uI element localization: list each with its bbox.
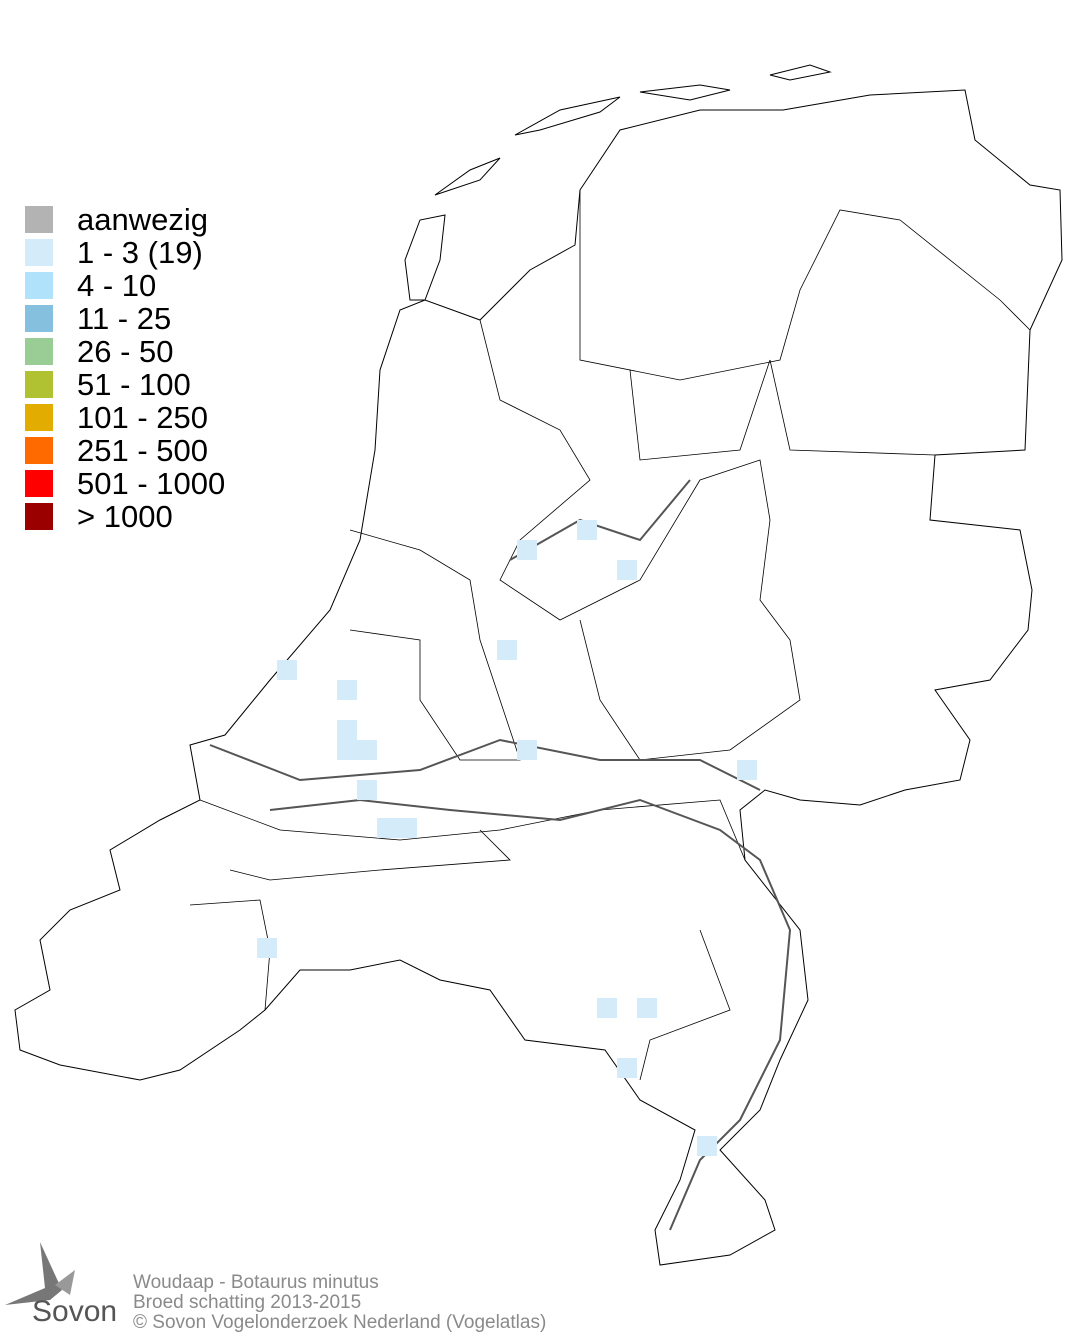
legend-swatch (25, 371, 53, 398)
island-vlieland (434, 157, 501, 196)
legend-swatch (25, 305, 53, 332)
island-schiermonnikoog (769, 64, 832, 81)
atlas-square (277, 660, 297, 680)
legend-item: 26 - 50 (25, 335, 225, 368)
atlas-square (377, 818, 397, 838)
species-title: Woudaap - Botaurus minutus (133, 1272, 379, 1293)
survey-subtitle: Broed schatting 2013-2015 (133, 1292, 362, 1313)
province-borders (189, 190, 1031, 1081)
island-terschelling (514, 96, 621, 136)
legend-label: 501 - 1000 (77, 466, 226, 501)
atlas-square (337, 720, 357, 740)
atlas-square (697, 1136, 717, 1156)
atlas-square (577, 520, 597, 540)
legend-item: aanwezig (25, 203, 225, 236)
atlas-square (637, 998, 657, 1018)
legend-label: 101 - 250 (77, 400, 208, 435)
legend-item: > 1000 (25, 500, 225, 533)
atlas-square (337, 680, 357, 700)
atlas-square (397, 818, 417, 838)
legend-label: 4 - 10 (77, 268, 157, 303)
legend-label: > 1000 (77, 499, 173, 534)
legend-label: 51 - 100 (77, 367, 191, 402)
atlas-square (617, 1058, 637, 1078)
map-caption: Woudaap - Botaurus minutus Broed schatti… (133, 1273, 546, 1333)
legend-item: 501 - 1000 (25, 467, 225, 500)
legend-swatch (25, 338, 53, 365)
island-texel (404, 214, 446, 301)
legend: aanwezig 1 - 3 (19) 4 - 10 11 - 25 26 - 50 51… (25, 203, 225, 533)
legend-label: aanwezig (77, 202, 208, 237)
legend-swatch (25, 272, 53, 299)
occupied-squares (257, 520, 757, 1156)
atlas-square (357, 740, 377, 760)
legend-label: 11 - 25 (77, 301, 172, 336)
legend-item: 101 - 250 (25, 401, 225, 434)
atlas-square (357, 780, 377, 800)
atlas-square (337, 740, 357, 760)
legend-label: 251 - 500 (77, 433, 208, 468)
legend-item: 51 - 100 (25, 368, 225, 401)
atlas-square (597, 998, 617, 1018)
legend-item: 251 - 500 (25, 434, 225, 467)
legend-swatch (25, 206, 53, 233)
atlas-square (737, 760, 757, 780)
atlas-square (617, 560, 637, 580)
atlas-square (517, 740, 537, 760)
legend-swatch (25, 437, 53, 464)
legend-item: 11 - 25 (25, 302, 225, 335)
legend-item: 1 - 3 (19) (25, 236, 225, 269)
logo-swallow-icon (5, 1242, 75, 1305)
legend-swatch (25, 404, 53, 431)
copyright: © Sovon Vogelonderzoek Nederland (Vogela… (133, 1312, 547, 1333)
atlas-square (517, 540, 537, 560)
legend-swatch (25, 503, 53, 530)
atlas-square (497, 640, 517, 660)
legend-swatch (25, 470, 53, 497)
atlas-square (257, 938, 277, 958)
logo-text: Sovon (32, 1295, 118, 1328)
legend-label: 26 - 50 (77, 334, 174, 369)
legend-swatch (25, 239, 53, 266)
rivers (209, 479, 792, 1231)
island-ameland (639, 84, 731, 101)
legend-item: 4 - 10 (25, 269, 225, 302)
legend-label: 1 - 3 (19) (77, 235, 203, 270)
